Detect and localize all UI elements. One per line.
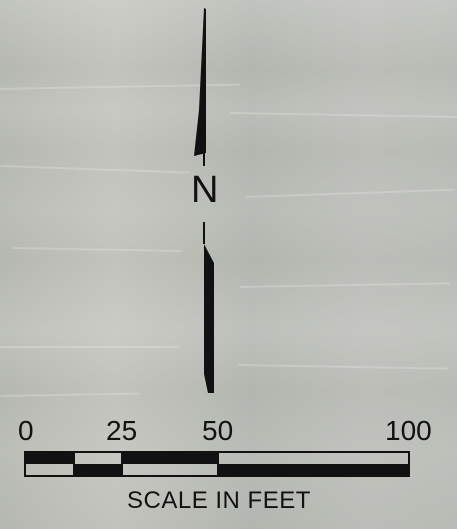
- scale-caption: SCALE IN FEET: [127, 487, 311, 514]
- scale-divider: [217, 453, 219, 475]
- scale-bar: [24, 451, 410, 477]
- scale-tick-100: 100: [385, 415, 432, 446]
- scale-divider: [73, 453, 75, 475]
- map-streak: [0, 346, 180, 348]
- scale-divider: [121, 453, 123, 475]
- scale-tick-0: 0: [18, 415, 34, 446]
- scale-segment-3: [218, 464, 408, 475]
- scale-segment-0: [26, 453, 74, 464]
- north-label: N: [191, 169, 219, 211]
- scale-segment-1: [74, 464, 122, 475]
- scale-segment-2: [122, 453, 218, 464]
- scale-tick-50: 50: [202, 415, 234, 446]
- scale-tick-25: 25: [106, 415, 138, 446]
